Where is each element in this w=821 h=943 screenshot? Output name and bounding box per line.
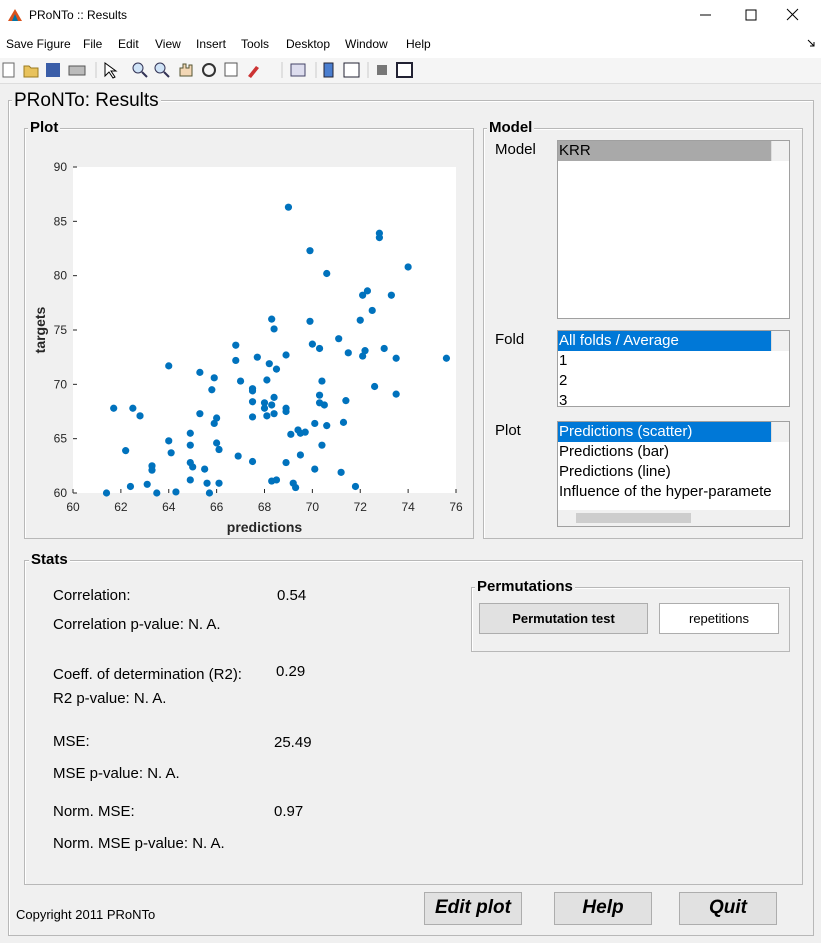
plot-panel <box>24 128 474 539</box>
model-list[interactable]: KRR <box>557 140 790 319</box>
toolbar-icons[interactable] <box>0 60 420 80</box>
permutation-button[interactable]: Permutation test <box>479 603 648 634</box>
fold-list[interactable]: All folds / Average 1 2 3 <box>557 330 790 407</box>
results-panel <box>8 100 814 936</box>
list-item[interactable]: All folds / Average <box>558 331 772 351</box>
permutations-title: Permutations <box>475 578 575 595</box>
menu-item[interactable]: Tools <box>241 37 270 51</box>
model-panel-title: Model <box>487 119 535 136</box>
copyright: Copyright 2011 PRoNTo <box>16 907 156 922</box>
list-item[interactable]: 3 <box>559 392 568 407</box>
app-icon <box>8 9 22 21</box>
list-item[interactable]: Predictions (scatter) <box>558 422 772 442</box>
menu-bar <box>0 30 821 58</box>
window-controls[interactable] <box>690 5 815 25</box>
menu-item[interactable]: View <box>155 37 181 51</box>
correlation-value: 0.54 <box>277 587 307 604</box>
dock-icon[interactable] <box>806 38 816 48</box>
list-item[interactable]: KRR <box>558 141 772 161</box>
mse-p: MSE p-value: N. A. <box>53 765 180 782</box>
stats-panel <box>24 560 803 885</box>
mse-value: 25.49 <box>274 734 312 751</box>
window-title: PRoNTo :: Results <box>29 8 128 22</box>
nmse-value: 0.97 <box>274 803 304 820</box>
nmse-p: Norm. MSE p-value: N. A. <box>53 835 225 852</box>
figure-title: PRoNTo: Results <box>12 90 161 112</box>
menu-item[interactable]: Save Figure <box>6 37 71 51</box>
model-panel <box>483 128 803 539</box>
quit-button[interactable]: Quit <box>679 892 777 925</box>
plot-label: Plot <box>495 422 521 439</box>
fold-label: Fold <box>495 331 525 348</box>
nmse-label: Norm. MSE: <box>53 803 135 820</box>
help-button[interactable]: Help <box>554 892 652 925</box>
menu-item[interactable]: Desktop <box>286 37 331 51</box>
r2-p: R2 p-value: N. A. <box>53 690 167 707</box>
menu-item[interactable]: Edit <box>118 37 139 51</box>
correlation-p: Correlation p-value: N. A. <box>53 616 221 633</box>
repetitions-input[interactable]: repetitions <box>659 603 779 634</box>
stats-title: Stats <box>29 551 70 568</box>
menu-item[interactable]: Window <box>345 37 388 51</box>
menu-item[interactable]: Help <box>406 37 431 51</box>
r2-value: 0.29 <box>276 663 306 680</box>
mse-label: MSE: <box>53 733 90 750</box>
model-label: Model <box>495 141 536 158</box>
list-item[interactable]: Influence of the hyper-paramete <box>559 483 772 500</box>
list-item[interactable]: 1 <box>559 352 568 369</box>
list-item[interactable]: Predictions (bar) <box>559 443 670 460</box>
permutations-panel <box>471 587 790 652</box>
r2-label: Coeff. of determination (R2): <box>53 666 242 683</box>
menu-item[interactable]: Insert <box>196 37 227 51</box>
edit-plot-button[interactable]: Edit plot <box>424 892 522 925</box>
menu-item[interactable]: File <box>83 37 103 51</box>
correlation-label: Correlation: <box>53 587 131 604</box>
title-bar <box>0 0 821 30</box>
plot-panel-title: Plot <box>28 119 61 136</box>
list-item[interactable]: 2 <box>559 372 568 389</box>
plot-list[interactable]: Predictions (scatter) Predictions (bar) Pr… <box>557 421 790 527</box>
list-item[interactable]: Predictions (line) <box>559 463 671 480</box>
